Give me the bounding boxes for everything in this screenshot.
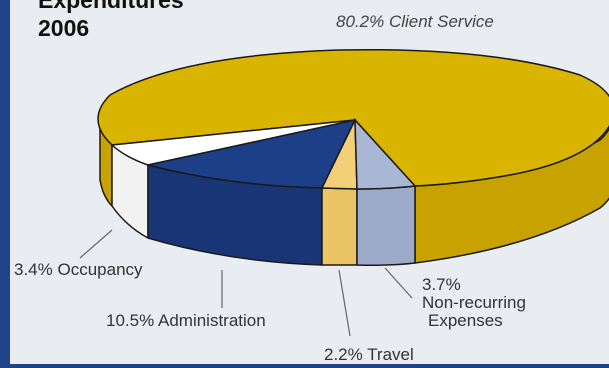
name-occupancy: Occupancy bbox=[57, 260, 143, 279]
chart-title-line-2: 2006 bbox=[38, 15, 90, 41]
slice-administration bbox=[147, 118, 357, 189]
slice-client-service bbox=[97, 48, 609, 187]
slice-non-recurring bbox=[354, 117, 417, 190]
name-client-service: Client Service bbox=[389, 12, 494, 31]
name-travel: Travel bbox=[367, 345, 414, 364]
leader-line-occupancy bbox=[79, 229, 113, 259]
value-administration: 10.5% bbox=[106, 311, 154, 330]
value-non-recurring: 3.7% bbox=[422, 275, 461, 294]
slice-non-recurring-side bbox=[356, 185, 416, 266]
label-travel: 2.2% Travel bbox=[324, 345, 414, 364]
name-administration: Administration bbox=[158, 311, 266, 330]
label-non-recurring: 3.7% Non-recurring Expenses bbox=[422, 275, 531, 330]
value-occupancy: 3.4% bbox=[14, 260, 53, 279]
label-occupancy: 3.4% Occupancy bbox=[14, 260, 143, 279]
value-travel: 2.2% bbox=[324, 345, 363, 364]
pie-slices bbox=[97, 48, 609, 266]
chart-title: Expenditures 2006 bbox=[38, 0, 184, 42]
bottom-rule bbox=[10, 364, 609, 368]
name-non-recurring-line-2: Expenses bbox=[428, 311, 503, 330]
leader-line-travel bbox=[338, 269, 351, 337]
chart-title-line-1: Expenditures bbox=[38, 0, 184, 13]
name-non-recurring-line-1: Non-recurring bbox=[422, 293, 526, 312]
value-client-service: 80.2% bbox=[336, 12, 384, 31]
label-client-service: 80.2% Client Service bbox=[336, 12, 494, 31]
leader-lines bbox=[79, 229, 413, 337]
pie-chart: 80.2% Client Service 3.4% Occupancy 10.5… bbox=[14, 12, 609, 364]
slice-travel-side bbox=[321, 187, 358, 266]
label-administration: 10.5% Administration bbox=[106, 311, 266, 330]
leader-line-non-recurring bbox=[384, 267, 413, 299]
